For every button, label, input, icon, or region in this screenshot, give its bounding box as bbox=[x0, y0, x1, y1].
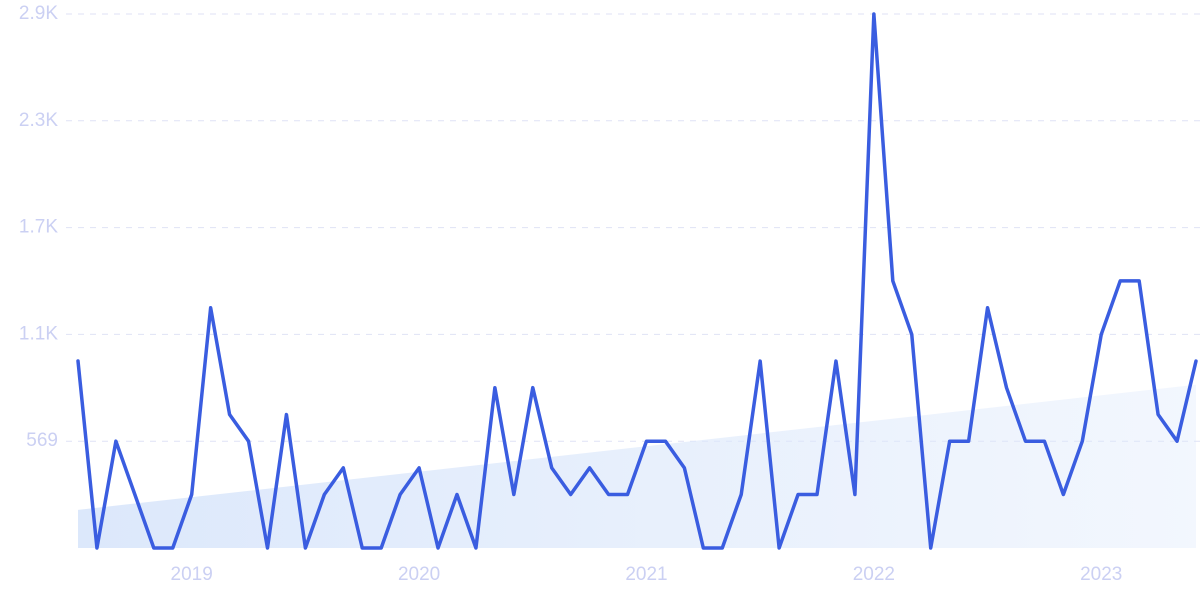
y-tick-label: 2.9K bbox=[19, 3, 58, 24]
x-tick-label: 2022 bbox=[853, 564, 895, 585]
y-tick-label: 1.7K bbox=[19, 217, 58, 238]
y-tick-label: 569 bbox=[26, 430, 58, 451]
x-tick-label: 2020 bbox=[398, 564, 440, 585]
x-tick-label: 2021 bbox=[625, 564, 667, 585]
x-tick-label: 2019 bbox=[171, 564, 213, 585]
line bbox=[76, 12, 1198, 550]
y-tick-label: 1.1K bbox=[19, 323, 58, 344]
y-tick-label: 2.3K bbox=[19, 110, 58, 131]
x-tick-label: 2023 bbox=[1080, 564, 1122, 585]
